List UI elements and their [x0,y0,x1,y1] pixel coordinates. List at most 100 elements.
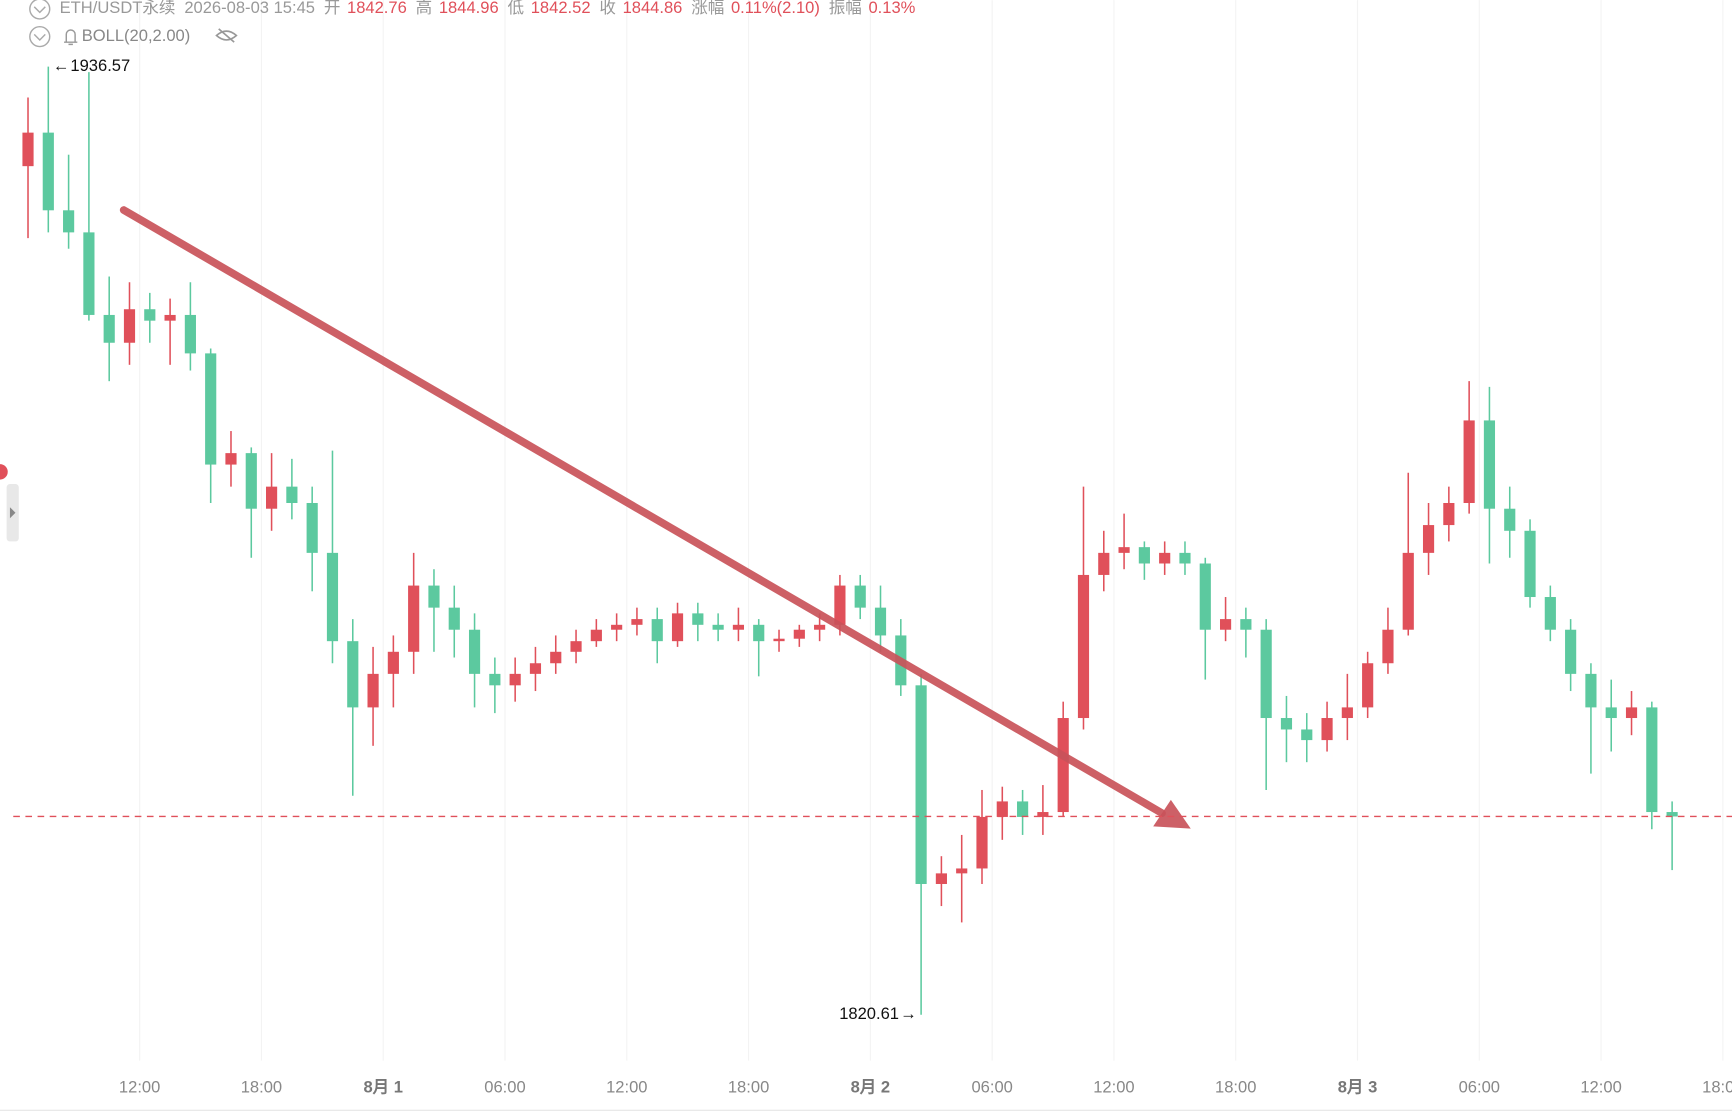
x-tick-label: 06:00 [1459,1078,1500,1097]
x-tick-label: 12:00 [119,1078,160,1097]
candle-body [448,607,460,630]
x-tick-label: 18:00 [728,1078,769,1097]
high-label: 1936.57 [70,56,130,75]
candle-body [1057,718,1069,813]
candle-body [1077,574,1090,719]
candle-body [1463,420,1475,503]
alert-dot [0,464,8,480]
candle-body [773,638,785,642]
candle-body [387,651,399,674]
field-label: 收 [599,0,616,17]
candle-body [1483,420,1496,509]
hide-indicator-icon[interactable] [215,28,238,43]
field-label: 开 [324,0,341,17]
x-tick-label: 8月 3 [1338,1078,1378,1097]
candle-body [753,624,765,642]
field-value: 0.13% [868,0,915,17]
candle-body [144,309,156,321]
candle-body [671,613,684,642]
candle-body [1280,718,1293,730]
field-value: 1842.52 [531,0,591,17]
candle-body [529,663,542,674]
candle-body [1625,707,1638,719]
collapse-icon[interactable] [29,25,51,48]
candle-body [1341,707,1353,719]
x-tick-label: 12:00 [606,1078,647,1097]
x-tick-label: 06:00 [971,1078,1012,1097]
candle-body [651,619,663,642]
candle-body [306,502,318,553]
candle-body [1605,707,1617,719]
candle-body [22,132,34,167]
candle-body [1504,508,1516,531]
candle-body [164,314,176,321]
candle-body [1199,563,1211,630]
candle-body [1017,801,1029,817]
field-value: 1842.76 [347,0,407,17]
candle-body [1179,552,1191,564]
candle-body [225,453,237,465]
x-tick-label: 8月 1 [363,1078,403,1097]
x-tick-label: 8月 2 [851,1078,891,1097]
candle-body [428,585,440,608]
collapse-chevron [33,33,46,41]
grid [139,0,1724,1061]
candle-body [935,873,947,884]
candle-body [326,552,339,642]
candle-body [956,868,968,874]
candle-body [408,585,420,652]
candle-body [489,673,501,686]
candle-body [83,232,95,315]
candle-body [184,314,196,354]
low-label: 1820.61 [839,1004,899,1023]
trend-arrow-head [1153,799,1191,829]
candle-body [1544,597,1556,630]
collapse-chevron [33,6,46,14]
candle-body [1159,552,1171,564]
candle-body [468,629,481,674]
candle-body [1422,525,1435,553]
candle-body [347,641,359,708]
field-label: 振幅 [829,0,862,17]
candle-body [1524,530,1536,598]
candle-body [854,585,866,608]
candle-body [245,453,257,509]
candle-body [367,673,379,708]
side-panel-arrow [9,507,16,519]
candle-body [793,629,805,639]
candle-body [1098,552,1110,575]
candle-body [266,486,278,509]
alert-bell-icon[interactable] [64,29,78,46]
candle-body [286,486,298,503]
field-value: 1844.96 [439,0,499,17]
candle-body [1260,629,1272,719]
candle-body [834,585,846,625]
x-tick-label: 12:00 [1093,1078,1134,1097]
header-indicator: BOLL(20,2.00) [82,26,191,45]
candle-body [692,613,704,625]
candles [22,66,1678,1015]
candle-body [1138,547,1150,564]
trend-arrow-line [119,206,1166,818]
collapse-icon[interactable] [29,0,51,20]
candle-body [1240,619,1252,630]
field-label: 低 [508,0,525,17]
candle-body [1219,619,1232,630]
candle-body [874,607,887,636]
datetime: 2026-08-03 15:45 [184,0,315,17]
candle-body [590,629,602,642]
field-value: 1844.86 [623,0,683,17]
candle-body [570,641,582,652]
candle-body [976,816,988,869]
candle-body [631,619,643,625]
x-tick-label: 06:00 [484,1078,525,1097]
candle-body [1118,547,1130,553]
candle-body [123,309,136,343]
candle-body [103,314,115,343]
arrow-glyph: ← [53,56,70,75]
candle-body [63,210,75,233]
candle-body [915,685,927,884]
